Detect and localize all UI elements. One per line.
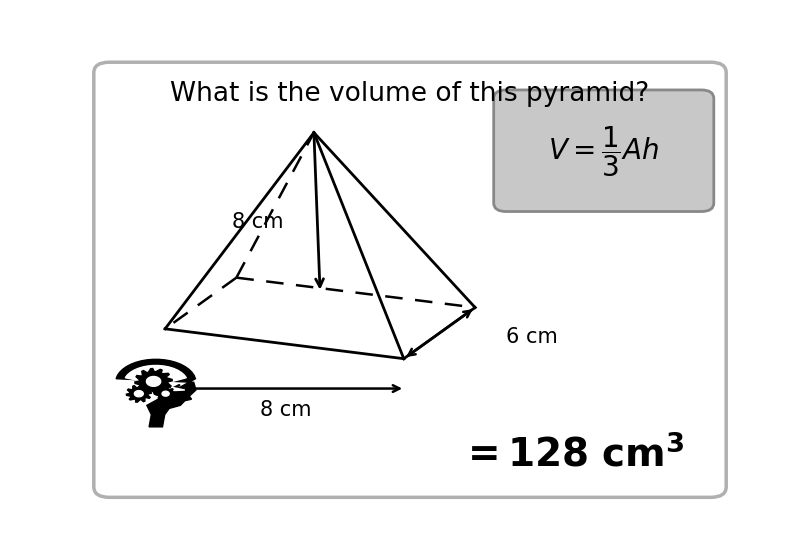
Text: $\mathbf{= 128\ cm^3}$: $\mathbf{= 128\ cm^3}$ [459,435,684,475]
Text: 8 cm: 8 cm [232,212,284,232]
FancyBboxPatch shape [494,90,714,212]
FancyBboxPatch shape [94,62,726,497]
Text: 6 cm: 6 cm [506,327,558,347]
Polygon shape [126,385,151,402]
Polygon shape [116,360,196,427]
Polygon shape [162,391,169,396]
Polygon shape [156,387,175,401]
Text: $V = \dfrac{1}{3}Ah$: $V = \dfrac{1}{3}Ah$ [548,125,659,179]
Text: What is the volume of this pyramid?: What is the volume of this pyramid? [170,81,650,107]
Polygon shape [134,391,143,397]
Polygon shape [146,377,161,386]
Polygon shape [135,368,172,394]
Text: 8 cm: 8 cm [260,400,312,420]
Polygon shape [126,366,186,393]
